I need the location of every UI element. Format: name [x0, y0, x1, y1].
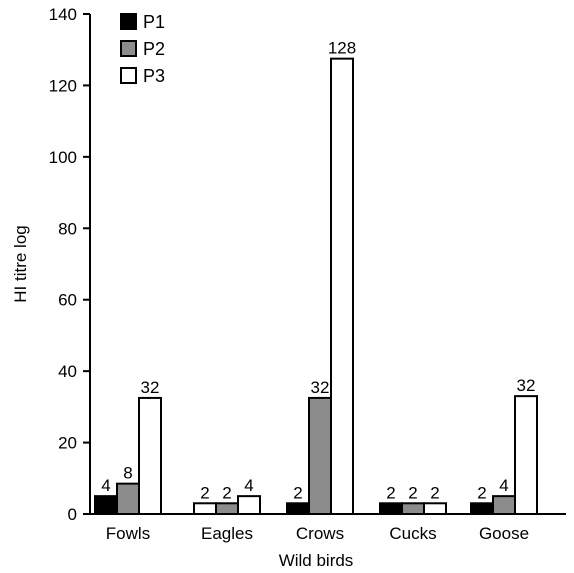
y-tick-label: 0: [68, 505, 77, 524]
legend-swatch-p2: [120, 40, 137, 57]
legend-swatch-p1: [120, 13, 137, 30]
bar-p1-cucks: [379, 502, 403, 515]
data-label-p1-fowls: 4: [101, 476, 110, 495]
x-category-labels: Fowls Eagles Crows Cucks Goose: [106, 524, 529, 543]
legend-label-p1: P1: [143, 12, 165, 32]
data-label-p2-fowls: 8: [123, 464, 132, 483]
bar-p1-goose: [470, 502, 494, 515]
data-label-p1-cucks: 2: [386, 483, 395, 502]
bar-p2-crows: [308, 396, 332, 515]
data-label-p1-goose: 2: [477, 483, 486, 502]
y-ticks: 0 20 40 60 80 100 120 140: [49, 5, 90, 524]
bar-p2-cucks: [401, 502, 425, 515]
legend-label-p3: P3: [143, 66, 165, 86]
bar-p3-fowls: [138, 396, 162, 515]
legend-swatch-p3: [120, 67, 137, 84]
x-tick-label: Goose: [479, 524, 529, 543]
bars: [94, 57, 538, 516]
x-tick-label: Fowls: [106, 524, 150, 543]
data-label-p3-fowls: 32: [141, 378, 160, 397]
legend-label-p2: P2: [143, 39, 165, 59]
data-label-p1-crows: 2: [293, 483, 302, 502]
data-label-p3-cucks: 2: [430, 483, 439, 502]
data-label-p2-cucks: 2: [408, 483, 417, 502]
data-label-p1-eagles: 2: [200, 483, 209, 502]
bar-p3-cucks: [423, 502, 447, 515]
y-tick-label: 100: [49, 148, 77, 167]
data-label-p2-goose: 4: [499, 476, 508, 495]
bar-p3-crows: [330, 57, 354, 516]
x-tick-label: Cucks: [389, 524, 436, 543]
bar-p2-goose: [492, 495, 516, 515]
data-label-p2-crows: 32: [311, 378, 330, 397]
data-label-p3-crows: 128: [328, 39, 356, 58]
bar-p1-crows: [286, 502, 310, 515]
data-label-p3-eagles: 4: [244, 476, 253, 495]
bar-p2-eagles: [215, 502, 239, 515]
y-tick-label: 80: [58, 219, 77, 238]
y-axis-title: HI titre log: [11, 225, 30, 302]
legend: P1 P2 P3: [120, 12, 165, 86]
bar-p1-eagles: [193, 502, 217, 515]
y-tick-label: 40: [58, 362, 77, 381]
y-tick-label: 60: [58, 291, 77, 310]
bar-p1-fowls: [94, 495, 118, 515]
x-tick-label: Crows: [296, 524, 344, 543]
y-tick-label: 140: [49, 5, 77, 24]
y-tick-label: 20: [58, 434, 77, 453]
x-tick-label: Eagles: [201, 524, 253, 543]
x-axis-title: Wild birds: [279, 551, 354, 570]
y-tick-label: 120: [49, 76, 77, 95]
data-label-p3-goose: 32: [517, 376, 536, 395]
data-label-p2-eagles: 2: [222, 483, 231, 502]
bar-p2-fowls: [116, 482, 140, 515]
bar-p3-eagles: [237, 495, 261, 515]
bar-p3-goose: [514, 395, 538, 515]
